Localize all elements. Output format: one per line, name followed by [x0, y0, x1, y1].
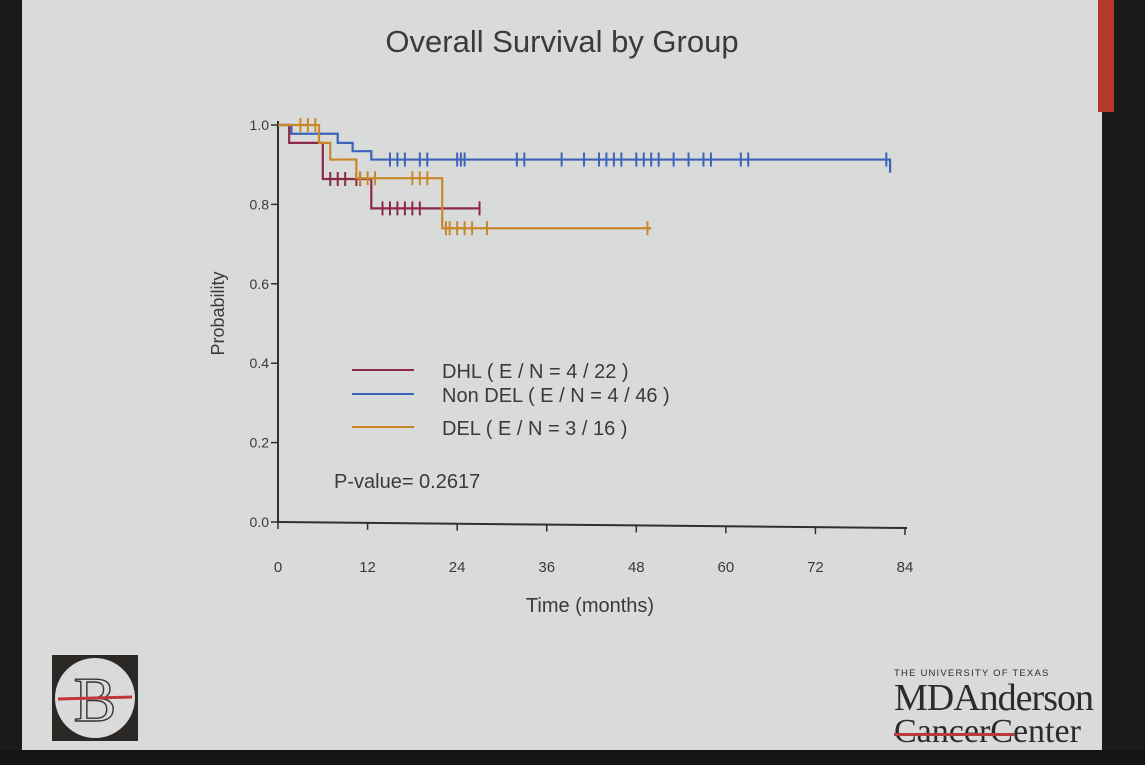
y-tick-label: 0.0	[250, 514, 270, 530]
accent-bar	[1098, 0, 1114, 112]
logo-cancer-struck: Cancer	[894, 713, 991, 750]
slide: Overall Survival by Group 0.0 0.2 0.4 0.6 0.…	[22, 0, 1102, 750]
p-value-annotation: P-value= 0.2617	[334, 471, 480, 493]
x-tick-label: 0	[274, 559, 282, 576]
y-tick-label: 0.8	[250, 196, 270, 212]
legend-label: Non DEL ( E / N = 4 / 46 )	[442, 385, 670, 407]
y-axis-label: Probability	[208, 271, 228, 355]
x-tick-label: 72	[807, 559, 824, 576]
x-tick-label: 24	[449, 559, 466, 576]
x-tick-label: 60	[718, 559, 735, 576]
mdanderson-logo: THE UNIVERSITY OF TEXAS MDAnderson Cance…	[872, 668, 1102, 749]
km-curve-non-del	[278, 123, 892, 173]
x-tick-label: 36	[538, 559, 555, 576]
legend-label: DHL ( E / N = 4 / 22 )	[442, 361, 629, 383]
y-tick-label: 0.6	[250, 276, 270, 292]
x-axis	[277, 521, 908, 529]
logo-university-line: THE UNIVERSITY OF TEXAS	[894, 668, 1050, 679]
y-tick-label: 0.2	[250, 435, 270, 451]
screen-edge	[0, 750, 1145, 765]
x-tick-label: 48	[628, 559, 645, 576]
km-chart: 0.0 0.2 0.4 0.6 0.8 1.0 0 12 24 36 48 60 72 84 Time (m…	[208, 117, 914, 617]
logo-mdanderson: MDAnderson	[894, 677, 1094, 719]
logo-center: Center	[990, 713, 1081, 750]
km-curve-del	[278, 123, 652, 230]
logo-cancer-center: CancerCenter	[894, 715, 1102, 749]
legend-label: DEL ( E / N = 3 / 16 )	[442, 418, 627, 440]
logo-strike-line	[894, 733, 1014, 736]
y-tick-label: 0.4	[250, 355, 270, 371]
b-circle-logo-icon: B	[52, 655, 138, 741]
km-curve-dhl	[278, 123, 480, 210]
chart-title: Overall Survival by Group	[385, 24, 739, 59]
y-tick-label: 1.0	[250, 117, 270, 133]
x-tick-label: 12	[359, 559, 376, 576]
x-tick-label: 84	[897, 559, 914, 576]
x-axis-label: Time (months)	[526, 595, 654, 617]
